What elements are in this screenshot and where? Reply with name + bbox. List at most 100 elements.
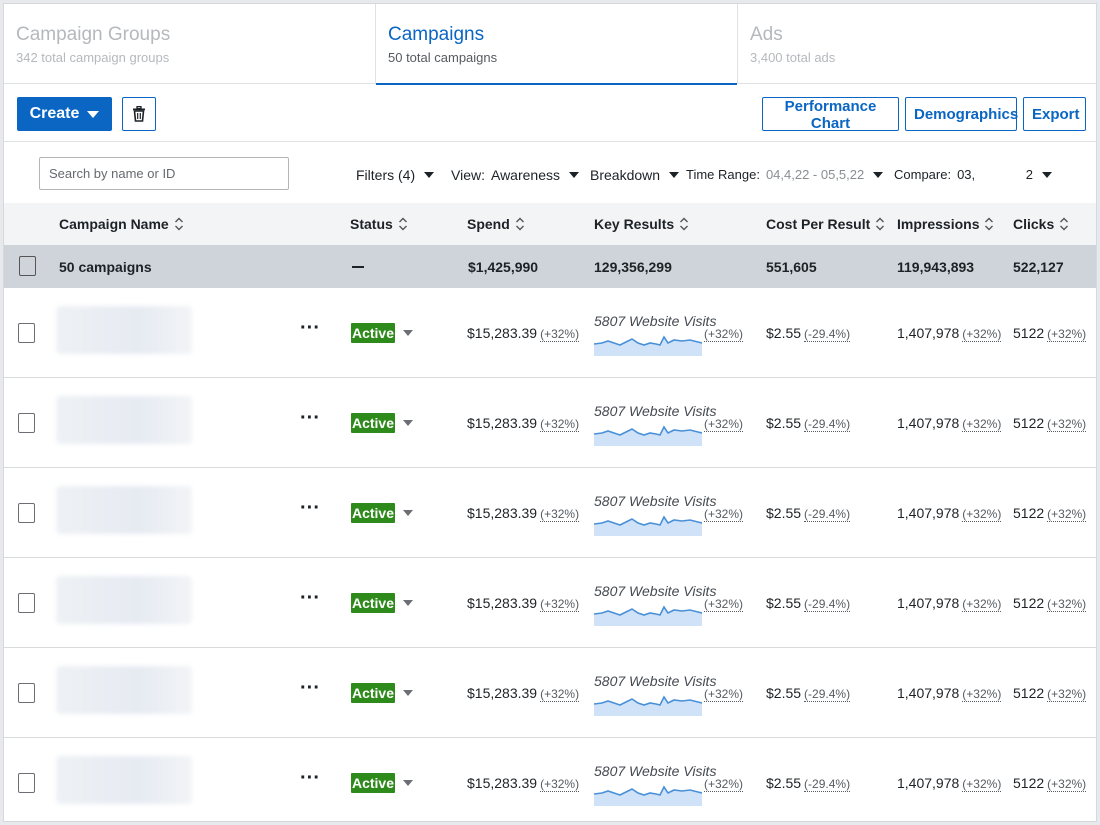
status-dropdown-icon[interactable]: [403, 420, 413, 426]
spend-delta[interactable]: (+32%): [540, 417, 580, 432]
spend-cell: $15,283.39 (+32%): [467, 685, 580, 702]
clicks-delta[interactable]: (+32%): [1047, 507, 1087, 522]
tab-title: Campaign Groups: [16, 24, 171, 45]
status-dropdown-icon[interactable]: [403, 330, 413, 336]
tab-campaigns[interactable]: Campaigns 50 total campaigns: [376, 4, 738, 85]
cost-per-result-delta[interactable]: (-29.4%): [804, 327, 851, 342]
key-results-delta[interactable]: (+32%): [704, 417, 744, 432]
caret-down-icon: [569, 172, 579, 178]
export-button[interactable]: Export: [1023, 97, 1086, 131]
performance-chart-button[interactable]: Performance Chart: [762, 97, 899, 132]
time-range-value: 04,4,22 - 05,5,22: [765, 167, 865, 182]
tab-ads[interactable]: Ads 3,400 total ads: [738, 4, 1096, 84]
spend-delta[interactable]: (+32%): [540, 777, 580, 792]
key-results-delta[interactable]: (+32%): [704, 597, 744, 612]
column-header-cost-per-result[interactable]: Cost Per Result: [766, 216, 885, 232]
more-options-icon[interactable]: ···: [300, 497, 320, 519]
search-input[interactable]: [39, 157, 289, 190]
more-options-icon[interactable]: ···: [300, 767, 320, 789]
cost-per-result-delta[interactable]: (-29.4%): [804, 417, 851, 432]
impressions-delta[interactable]: (+32%): [962, 777, 1002, 792]
spend-cell: $15,283.39 (+32%): [467, 595, 580, 612]
cost-per-result-delta[interactable]: (-29.4%): [804, 777, 851, 792]
status-dropdown-icon[interactable]: [403, 690, 413, 696]
sort-icon: [680, 217, 689, 231]
column-header-campaign-name[interactable]: Campaign Name: [59, 216, 184, 232]
status-badge: Active: [351, 503, 395, 523]
sparkline-area: [594, 607, 702, 626]
breakdown-dropdown[interactable]: Breakdown: [590, 167, 680, 183]
impressions-delta[interactable]: (+32%): [962, 327, 1002, 342]
more-options-icon[interactable]: ···: [300, 317, 320, 339]
status-dropdown-icon[interactable]: [403, 510, 413, 516]
tab-campaign-groups[interactable]: Campaign Groups 342 total campaign group…: [4, 4, 376, 84]
table-header: Campaign Name Status Spend Key Results C…: [4, 203, 1096, 245]
impressions-delta[interactable]: (+32%): [962, 597, 1002, 612]
cost-per-result-delta[interactable]: (-29.4%): [804, 507, 851, 522]
status-badge: Active: [351, 413, 395, 433]
impressions-value: 1,407,978: [897, 325, 960, 341]
campaign-name-redacted[interactable]: [56, 756, 192, 804]
spend-delta[interactable]: (+32%): [540, 327, 580, 342]
status-dropdown-icon[interactable]: [403, 600, 413, 606]
clicks-delta[interactable]: (+32%): [1047, 417, 1087, 432]
clicks-delta[interactable]: (+32%): [1047, 597, 1087, 612]
key-results-delta[interactable]: (+32%): [704, 687, 744, 702]
spend-cell: $15,283.39 (+32%): [467, 775, 580, 792]
column-header-impressions[interactable]: Impressions: [897, 216, 994, 232]
key-results-delta[interactable]: (+32%): [704, 507, 744, 522]
clicks-value: 5122: [1013, 775, 1045, 791]
impressions-delta[interactable]: (+32%): [962, 417, 1002, 432]
compare-dropdown[interactable]: Compare: 03, 2: [894, 167, 1052, 182]
row-checkbox[interactable]: [18, 503, 35, 523]
key-results-delta[interactable]: (+32%): [704, 777, 744, 792]
spend-delta[interactable]: (+32%): [540, 597, 580, 612]
demographics-button[interactable]: Demographics: [905, 97, 1018, 131]
clicks-delta[interactable]: (+32%): [1047, 327, 1087, 342]
campaign-name-redacted[interactable]: [56, 576, 192, 624]
campaign-name-redacted[interactable]: [56, 396, 192, 444]
column-label: Clicks: [1013, 216, 1055, 232]
row-checkbox[interactable]: [18, 683, 35, 703]
column-header-spend[interactable]: Spend: [467, 216, 525, 232]
tab-subtitle: 342 total campaign groups: [16, 50, 170, 65]
spend-delta[interactable]: (+32%): [540, 507, 580, 522]
more-options-icon[interactable]: ···: [300, 407, 320, 429]
row-checkbox[interactable]: [18, 593, 35, 613]
table-row: ··· Active $15,283.39 (+32%) 5807 Website…: [4, 558, 1096, 648]
key-results-label: 5807 Website Visits: [594, 313, 717, 329]
filters-dropdown[interactable]: Filters (4): [356, 167, 435, 183]
more-options-icon[interactable]: ···: [300, 677, 320, 699]
status-dropdown-icon[interactable]: [403, 780, 413, 786]
create-button[interactable]: Create: [17, 97, 112, 131]
impressions-delta[interactable]: (+32%): [962, 687, 1002, 702]
view-dropdown[interactable]: View: Awareness: [451, 167, 579, 183]
sparkline-line: [594, 425, 702, 436]
row-checkbox[interactable]: [18, 773, 35, 793]
clicks-delta[interactable]: (+32%): [1047, 777, 1087, 792]
clicks-delta[interactable]: (+32%): [1047, 687, 1087, 702]
delete-button[interactable]: [122, 97, 156, 131]
impressions-delta[interactable]: (+32%): [962, 507, 1002, 522]
column-label: Campaign Name: [59, 216, 169, 232]
cost-per-result-delta[interactable]: (-29.4%): [804, 597, 851, 612]
column-header-key-results[interactable]: Key Results: [594, 216, 689, 232]
time-range-dropdown[interactable]: Time Range: 04,4,22 - 05,5,22: [686, 167, 884, 182]
row-checkbox[interactable]: [18, 323, 35, 343]
key-results-delta[interactable]: (+32%): [704, 327, 744, 342]
campaign-name-redacted[interactable]: [56, 666, 192, 714]
more-options-icon[interactable]: ···: [300, 587, 320, 609]
campaign-name-redacted[interactable]: [56, 306, 192, 354]
select-all-checkbox[interactable]: [19, 256, 36, 276]
summary-row: 50 campaigns $1,425,990 129,356,299 551,…: [4, 245, 1096, 288]
summary-impressions: 119,943,893: [897, 259, 975, 275]
campaign-name-redacted[interactable]: [56, 486, 192, 534]
row-checkbox[interactable]: [18, 413, 35, 433]
column-header-clicks[interactable]: Clicks: [1013, 216, 1069, 232]
cost-per-result-delta[interactable]: (-29.4%): [804, 687, 851, 702]
spend-value: $15,283.39: [467, 325, 538, 341]
column-header-status[interactable]: Status: [350, 216, 408, 232]
view-value: Awareness: [490, 167, 560, 183]
spend-delta[interactable]: (+32%): [540, 687, 580, 702]
spend-cell: $15,283.39 (+32%): [467, 415, 580, 432]
